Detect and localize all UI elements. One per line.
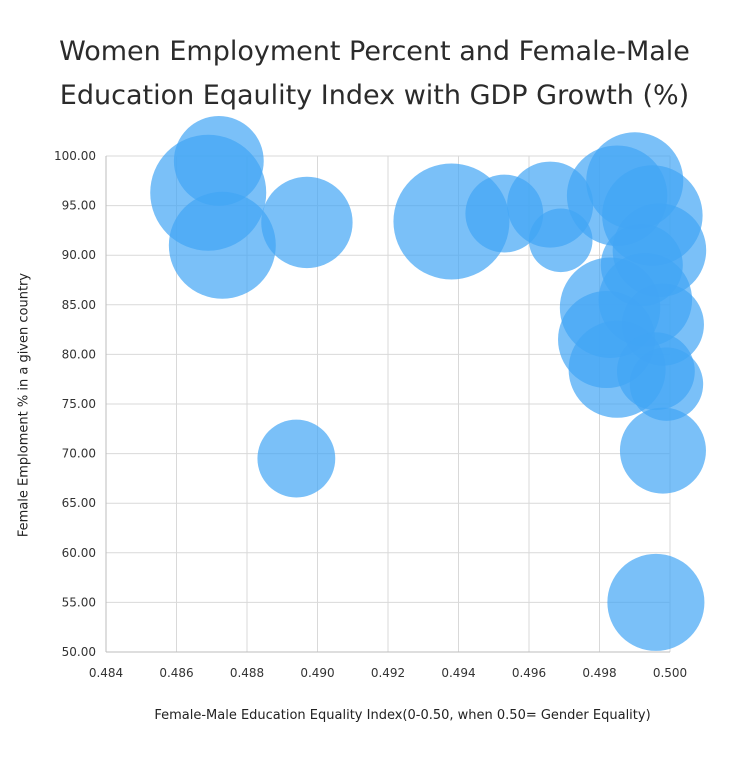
axes (105, 156, 670, 653)
x-tick-label: 0.492 (371, 666, 405, 680)
x-tick-label: 0.488 (230, 666, 264, 680)
bubble-point[interactable] (168, 191, 276, 299)
y-tick-label: 75.00 (62, 397, 96, 411)
y-tick-label: 90.00 (62, 248, 96, 262)
bubble-point[interactable] (261, 176, 353, 269)
x-tick-label: 0.484 (89, 666, 123, 680)
x-tick-label: 0.490 (300, 666, 334, 680)
x-tick-label: 0.496 (512, 666, 546, 680)
x-tick-label: 0.494 (441, 666, 475, 680)
y-axis-label-wrap: Female Emploment % in a given country (0, 0, 40, 770)
bubble-point[interactable] (629, 347, 704, 421)
bubble-point[interactable] (607, 553, 705, 651)
y-tick-label: 85.00 (62, 298, 96, 312)
x-tick-label: 0.486 (159, 666, 193, 680)
y-tick-label: 100.00 (54, 149, 96, 163)
bubble-point[interactable] (257, 419, 336, 498)
chart-title-line-1: Women Employment Percent and Female-Male (59, 36, 690, 67)
x-tick-labels: 0.484 0.486 0.488 0.490 0.492 0.494 0.496 0.498… (89, 666, 687, 680)
bubble-series (150, 116, 707, 651)
y-tick-label: 50.00 (62, 645, 96, 659)
y-tick-label: 95.00 (62, 199, 96, 213)
y-tick-label: 60.00 (62, 546, 96, 560)
x-tick-label: 0.500 (653, 666, 687, 680)
x-tick-label: 0.498 (582, 666, 616, 680)
y-tick-label: 80.00 (62, 347, 96, 361)
bubble-point[interactable] (173, 116, 264, 206)
y-tick-label: 65.00 (62, 496, 96, 510)
y-tick-label: 55.00 (62, 595, 96, 609)
chart-title-line-2: Education Eqaulity Index with GDP Growth… (59, 80, 690, 111)
y-tick-label: 70.00 (62, 447, 96, 461)
chart-title: Women Employment Percent and Female-Male… (0, 30, 749, 118)
bubble-point[interactable] (619, 407, 706, 494)
y-axis-label: Female Emploment % in a given country (16, 272, 32, 538)
x-axis-label: Female-Male Education Equality Index(0-0… (154, 708, 651, 723)
y-tick-labels: 100.00 95.00 90.00 85.00 80.00 75.00 70.00 65.0… (54, 149, 96, 659)
